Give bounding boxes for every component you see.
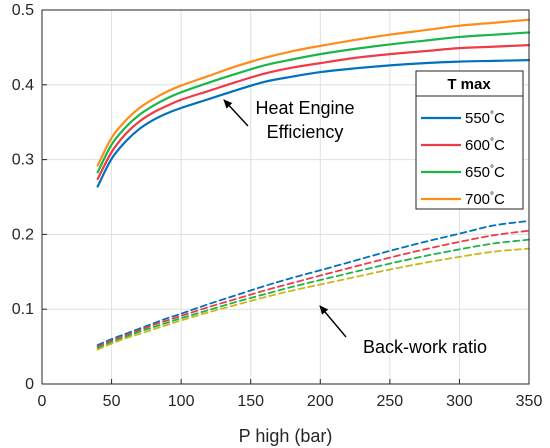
legend-entry-label: 550°C [465,110,505,127]
x-tick-label: 150 [237,393,264,410]
y-tick-label: 0.5 [12,2,34,19]
x-tick-label: 0 [38,393,47,410]
x-axis-label: P high (bar) [239,426,333,446]
annotations: Heat Engine Efficiency Back-work ratio [223,98,487,357]
annotation-efficiency-arrow [223,99,249,127]
series-line-efficiency-2 [96,31,531,174]
x-tick-label: 300 [446,393,473,410]
series-line-back-work-7 [96,247,530,351]
series-line-efficiency-0 [96,59,531,188]
series-line-back-work-6 [96,238,530,349]
legend: T max 550°C 600°C 650°C 700°C [415,70,524,210]
legend-title: T max [447,76,491,93]
y-tick-label: 0.4 [12,77,34,94]
y-tick-label: 0.1 [12,301,34,318]
annotation-efficiency-line2: Efficiency [267,122,344,142]
series-layer [96,18,531,351]
x-tick-label: 100 [168,393,195,410]
legend-entries: 550°C 600°C 650°C 700°C [421,110,505,208]
legend-entry-label: 700°C [465,191,505,208]
y-tick-label: 0 [25,376,34,393]
y-tick-label: 0.3 [12,152,34,169]
series-line-back-work-4 [96,220,530,346]
annotation-efficiency-line1: Heat Engine [255,98,354,118]
axis-ticks: 0 50 100 150 200 250 300 350 0 0.1 0.2 0.3 0.4 0.5 [12,2,543,410]
x-tick-label: 250 [377,393,404,410]
y-tick-label: 0.2 [12,226,34,243]
x-tick-label: 200 [307,393,334,410]
legend-box [415,70,524,210]
x-tick-label: 50 [103,393,121,410]
annotation-backwork-arrow [319,305,347,338]
x-tick-label: 350 [516,393,543,410]
series-line-efficiency-1 [96,44,531,181]
annotation-backwork-label: Back-work ratio [363,337,487,357]
series-line-efficiency-3 [96,18,531,167]
series-line-back-work-5 [96,229,530,348]
plot-border [41,9,530,385]
legend-entry-label: 650°C [465,164,505,181]
legend-entry-label: 600°C [465,137,505,154]
